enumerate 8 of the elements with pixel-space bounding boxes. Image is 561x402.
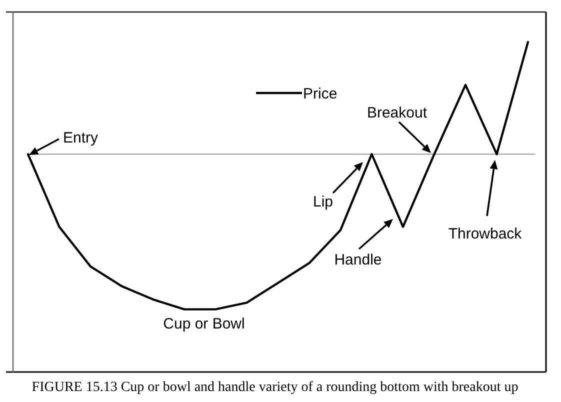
annotation: Entry <box>63 129 99 146</box>
annotation: Breakout <box>366 104 428 122</box>
annotation: Cup or Bowl <box>163 315 245 332</box>
caption: FIGURE 15.13 Cup or bowl and handle variety of a rounding bottom with breakout up <box>32 380 518 395</box>
annotation: Throwback <box>448 225 522 242</box>
legend-label: Price <box>303 85 338 102</box>
annotation: Lip <box>312 193 334 210</box>
annotation: Handle <box>334 251 382 268</box>
